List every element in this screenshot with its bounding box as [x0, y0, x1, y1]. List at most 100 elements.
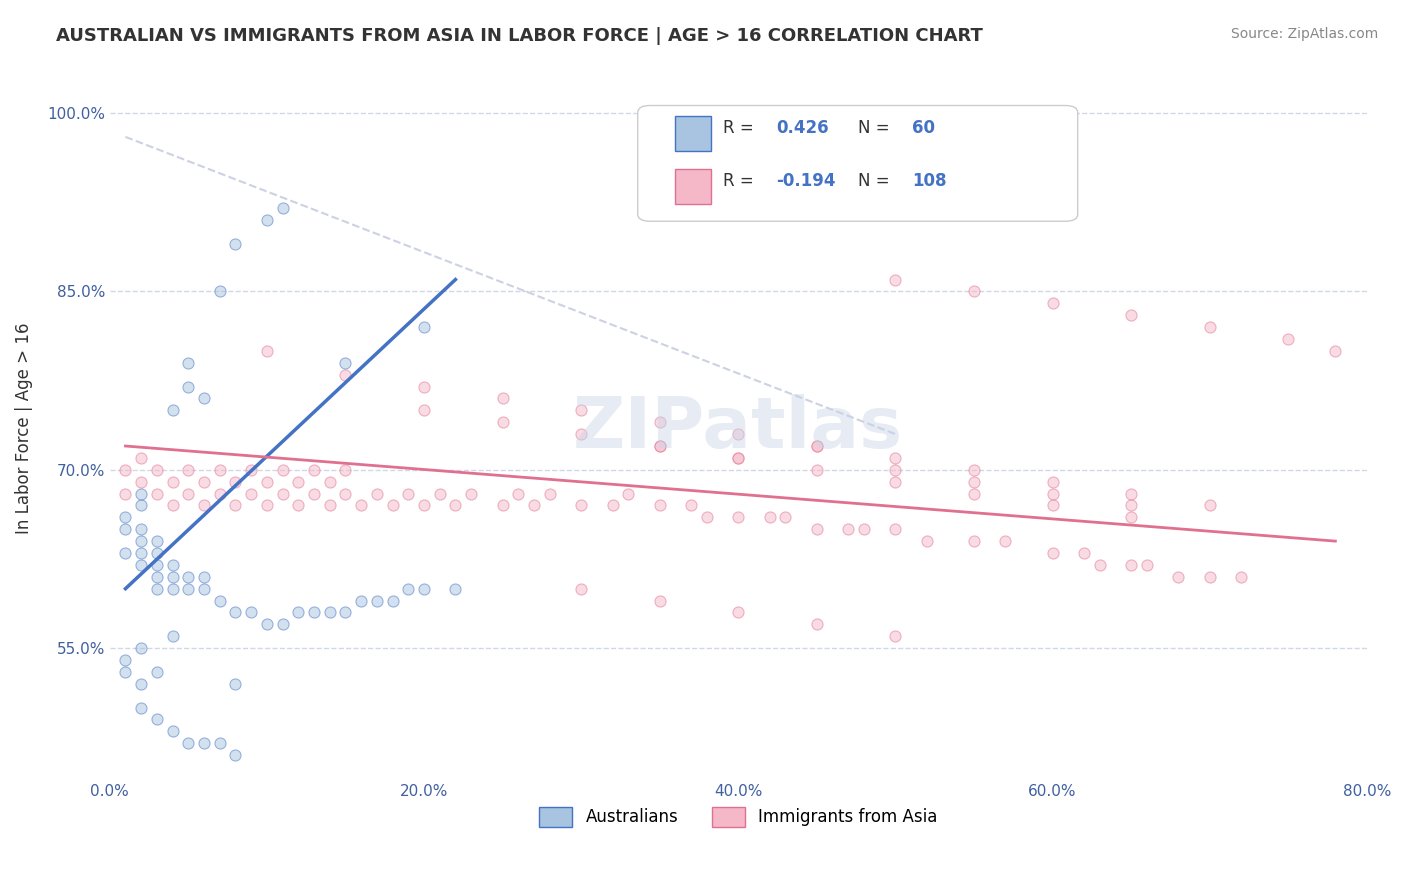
- Point: [302, 486, 325, 500]
- Point: [569, 582, 592, 596]
- Point: [1088, 558, 1111, 572]
- Point: [806, 439, 828, 453]
- Point: [1119, 486, 1142, 500]
- Point: [366, 486, 388, 500]
- Point: [775, 510, 797, 524]
- Point: [1119, 499, 1142, 513]
- Y-axis label: In Labor Force | Age > 16: In Labor Force | Age > 16: [15, 322, 32, 534]
- Point: [193, 392, 215, 406]
- Point: [256, 499, 278, 513]
- Point: [114, 653, 136, 667]
- Point: [224, 677, 246, 691]
- Point: [287, 475, 309, 489]
- Point: [146, 463, 169, 477]
- Point: [129, 546, 152, 560]
- Point: [413, 582, 436, 596]
- Point: [648, 439, 671, 453]
- Point: [602, 499, 624, 513]
- Point: [335, 606, 357, 620]
- Point: [162, 558, 184, 572]
- Point: [538, 486, 561, 500]
- Point: [129, 486, 152, 500]
- Point: [396, 486, 419, 500]
- Point: [240, 463, 263, 477]
- Point: [366, 593, 388, 607]
- Point: [302, 463, 325, 477]
- Point: [508, 486, 530, 500]
- Point: [146, 570, 169, 584]
- Point: [224, 606, 246, 620]
- Point: [460, 486, 482, 500]
- Point: [335, 356, 357, 370]
- Point: [240, 606, 263, 620]
- Point: [1198, 320, 1220, 334]
- Point: [193, 570, 215, 584]
- Point: [193, 499, 215, 513]
- Text: N =: N =: [858, 171, 894, 190]
- Point: [129, 499, 152, 513]
- Point: [177, 736, 200, 750]
- Point: [114, 486, 136, 500]
- Point: [837, 522, 859, 536]
- Point: [1167, 570, 1189, 584]
- Point: [1119, 308, 1142, 322]
- Point: [1042, 546, 1064, 560]
- Point: [1277, 332, 1299, 346]
- Point: [915, 534, 938, 549]
- Point: [994, 534, 1017, 549]
- Point: [648, 593, 671, 607]
- Point: [129, 534, 152, 549]
- Point: [162, 475, 184, 489]
- Point: [271, 201, 294, 215]
- Point: [287, 499, 309, 513]
- Point: [648, 415, 671, 429]
- Point: [350, 593, 373, 607]
- Point: [884, 629, 907, 643]
- Text: 60: 60: [911, 119, 935, 137]
- Point: [335, 486, 357, 500]
- Point: [1042, 486, 1064, 500]
- Point: [162, 570, 184, 584]
- Point: [681, 499, 703, 513]
- Point: [271, 617, 294, 632]
- Point: [1119, 558, 1142, 572]
- Point: [162, 403, 184, 417]
- Point: [413, 403, 436, 417]
- Point: [162, 724, 184, 739]
- Point: [319, 499, 342, 513]
- Point: [146, 558, 169, 572]
- Point: [193, 475, 215, 489]
- Point: [963, 486, 986, 500]
- Point: [208, 593, 231, 607]
- Point: [193, 582, 215, 596]
- Point: [319, 606, 342, 620]
- Point: [381, 593, 404, 607]
- Point: [1198, 570, 1220, 584]
- Point: [146, 582, 169, 596]
- Point: [129, 677, 152, 691]
- Text: R =: R =: [723, 171, 759, 190]
- Text: Source: ZipAtlas.com: Source: ZipAtlas.com: [1230, 27, 1378, 41]
- Point: [319, 475, 342, 489]
- Point: [963, 463, 986, 477]
- Point: [569, 499, 592, 513]
- Text: 0.426: 0.426: [776, 119, 828, 137]
- Point: [884, 450, 907, 465]
- Point: [491, 415, 513, 429]
- Point: [696, 510, 718, 524]
- Point: [648, 499, 671, 513]
- Point: [727, 450, 749, 465]
- Point: [208, 285, 231, 299]
- Point: [381, 499, 404, 513]
- Bar: [675, 169, 710, 203]
- Point: [806, 463, 828, 477]
- Point: [1198, 499, 1220, 513]
- Point: [444, 582, 467, 596]
- Point: [193, 736, 215, 750]
- Point: [256, 343, 278, 358]
- Text: AUSTRALIAN VS IMMIGRANTS FROM ASIA IN LABOR FORCE | AGE > 16 CORRELATION CHART: AUSTRALIAN VS IMMIGRANTS FROM ASIA IN LA…: [56, 27, 983, 45]
- Point: [177, 379, 200, 393]
- Point: [224, 236, 246, 251]
- Point: [146, 665, 169, 679]
- Point: [224, 475, 246, 489]
